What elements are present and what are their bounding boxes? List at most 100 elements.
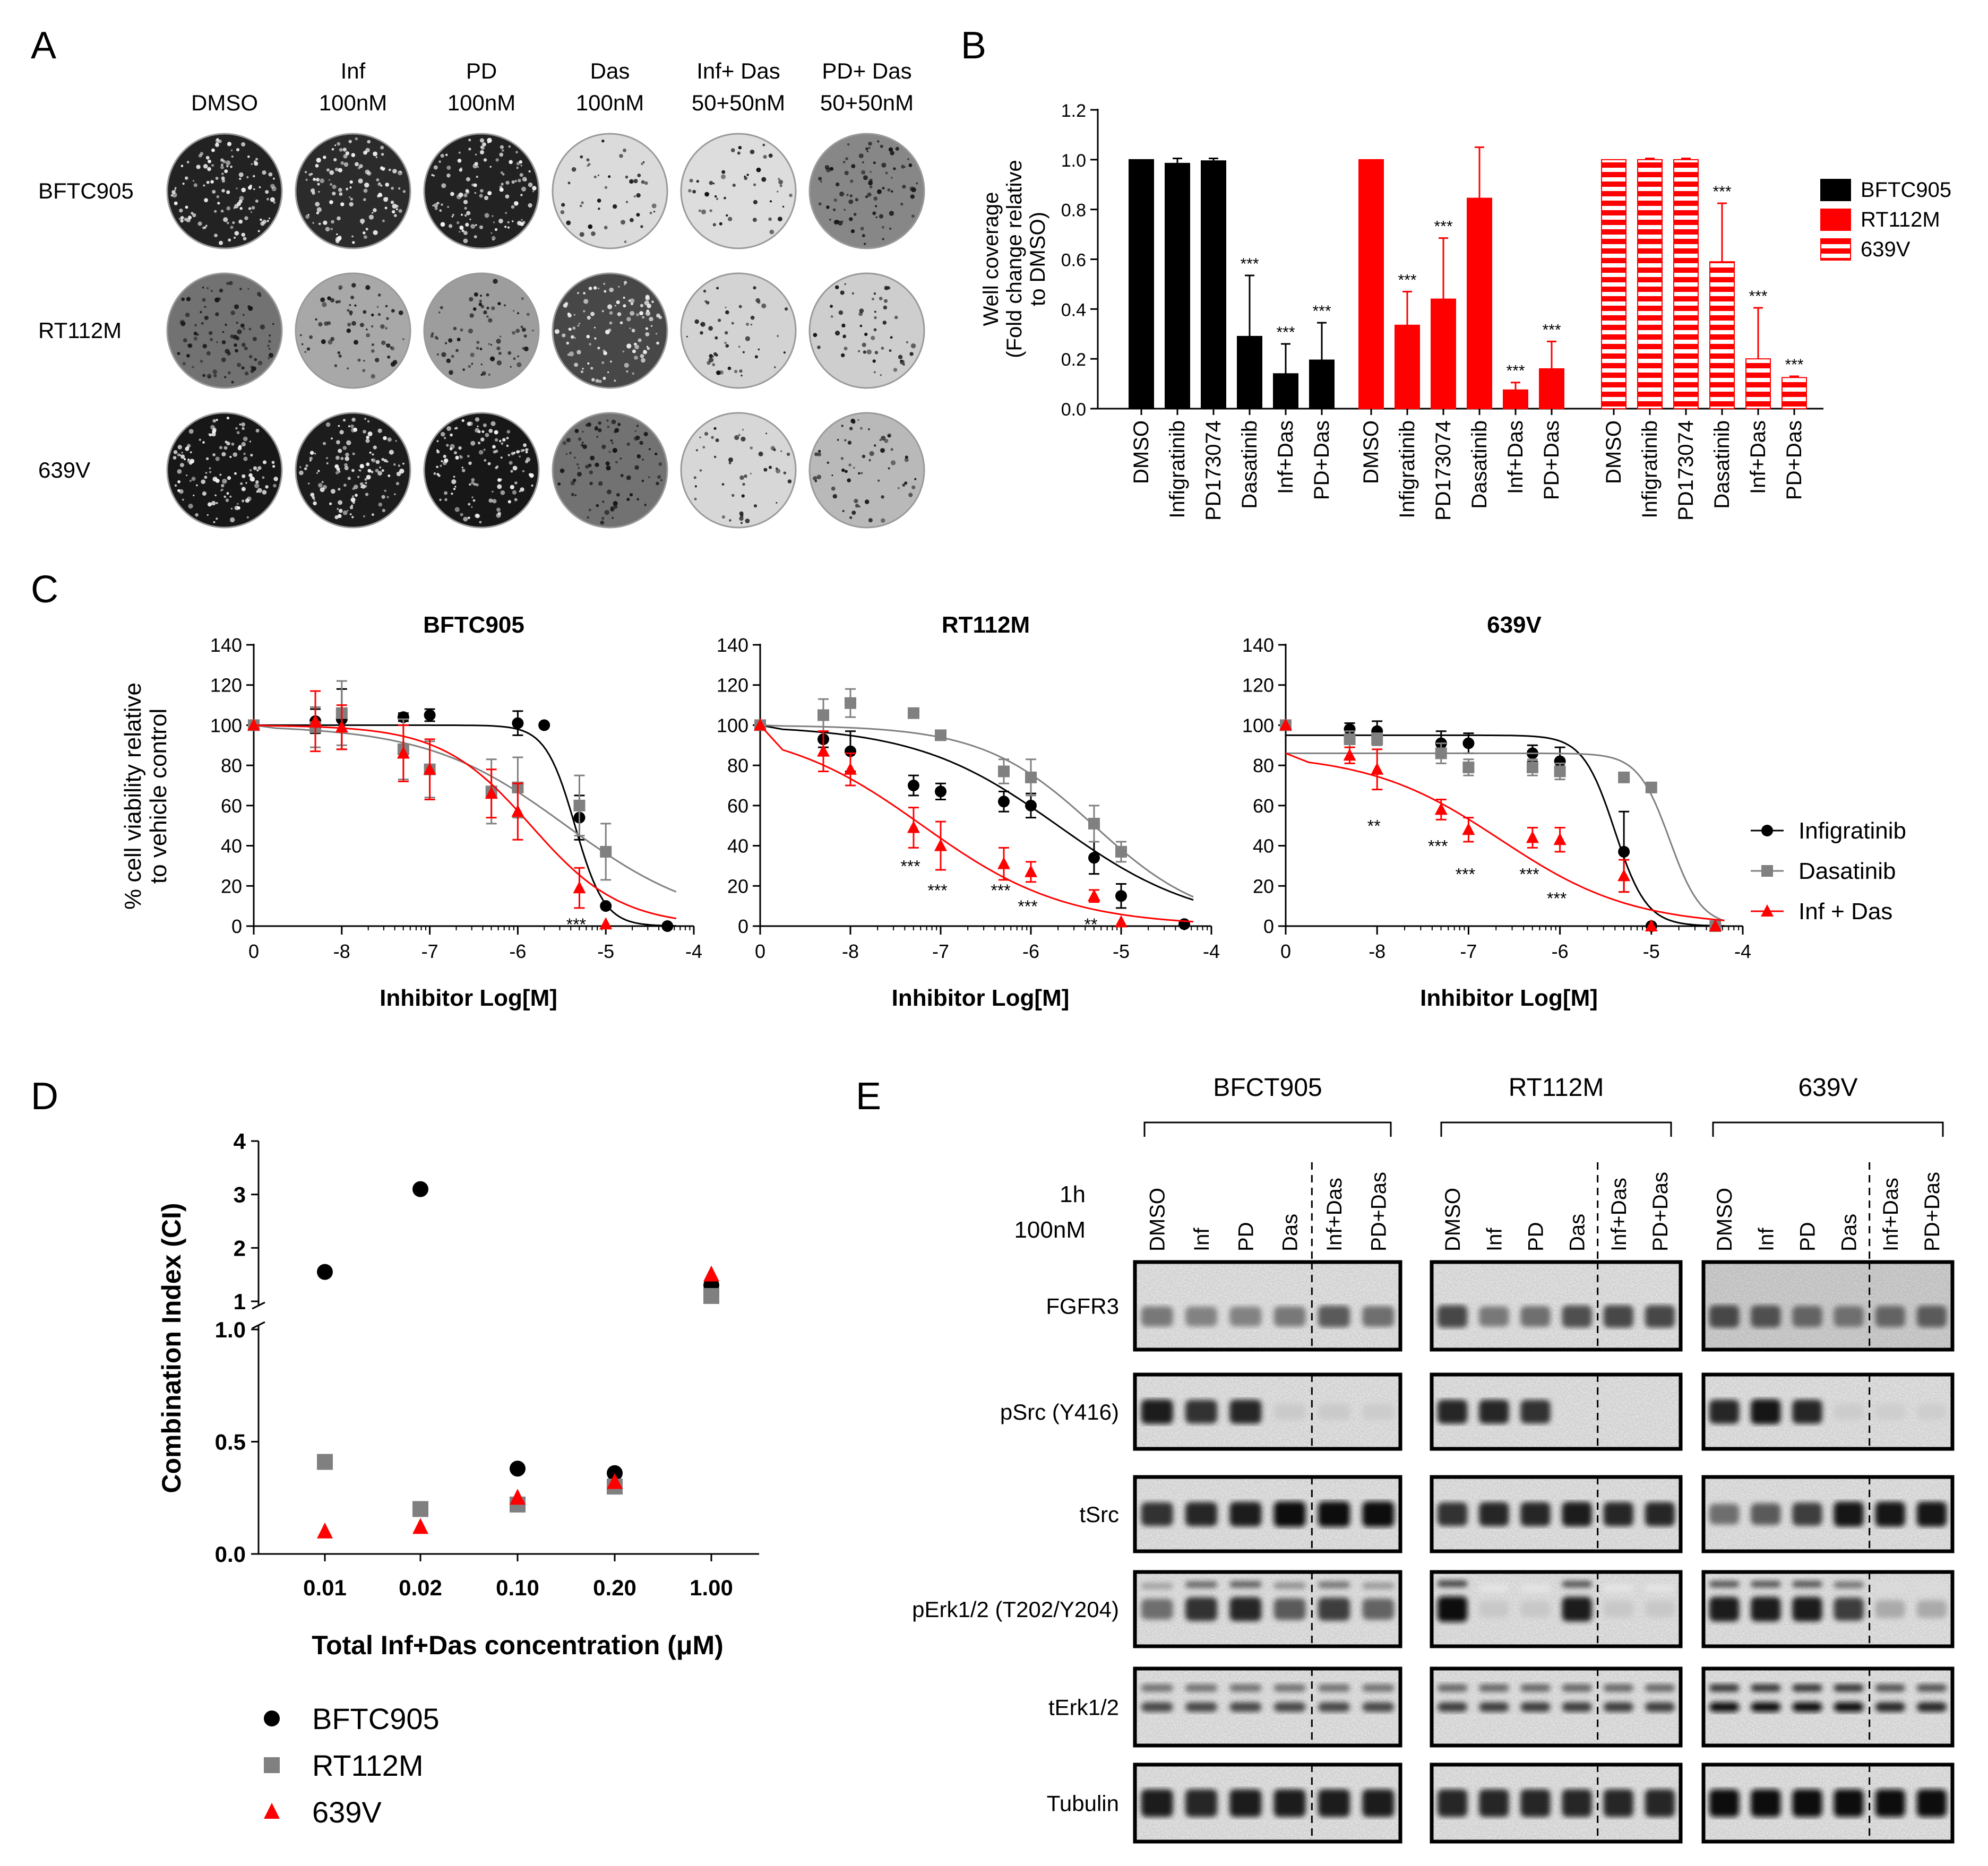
colony [384,206,388,210]
colony [753,286,756,290]
colony [189,479,192,482]
colony [212,419,217,423]
e-blot-grain [1135,1262,1400,1350]
colony [234,472,237,475]
colony [580,155,583,159]
colony [632,349,636,353]
b-bar [1165,162,1190,409]
colony [378,502,383,507]
colony [577,325,580,327]
c-fit-curve [1285,753,1725,921]
colony [845,157,848,160]
colony [754,355,758,359]
colony [188,343,193,348]
c-point-circle [512,717,524,729]
colony [595,379,599,383]
colony [398,170,403,176]
colony [315,318,317,321]
colony [337,514,342,519]
colony [468,461,472,465]
colony [521,297,524,300]
colony [338,354,342,358]
colony [340,161,345,165]
e-blot-grain [1703,1669,1952,1746]
c-x-axis-title: Inhibitor Log[M] [380,985,557,1011]
colony [818,177,822,181]
colony [768,217,772,221]
colony [614,305,616,307]
c-point-triangle [247,718,260,731]
e-band [1916,1501,1947,1527]
colony [750,149,755,154]
b-x-tick-label: Infigratinib [1166,420,1189,519]
colony [881,347,884,350]
colony [643,350,647,355]
colony [319,222,321,225]
colony [787,479,792,483]
b-legend-label: RT112M [1861,208,1940,231]
colony [492,499,497,504]
colony-plate [552,412,668,529]
c-point-triangle [573,881,586,894]
colony [890,460,896,465]
colony [183,338,187,343]
colony [699,436,701,438]
colony [588,224,593,229]
colony [202,287,204,289]
d-point-square [412,1501,428,1517]
colony [616,300,620,305]
colony [641,479,644,482]
b-significance: *** [1542,321,1561,339]
colony [349,513,352,515]
c-y-tick-label: 60 [1253,795,1274,817]
colony [453,476,455,478]
colony [444,498,447,502]
colony [238,172,244,177]
colony [495,438,498,442]
colony [487,137,492,143]
colony [448,338,453,343]
colony [315,163,319,168]
colony [392,210,395,214]
colony [334,167,339,171]
colony [186,218,191,222]
colony [365,228,368,231]
colony [317,183,320,186]
colony [208,502,212,507]
colony [246,176,249,179]
e-band [1479,1789,1509,1817]
c-y-tick-label: 120 [1242,675,1274,696]
colony [562,441,567,445]
colony [623,304,626,308]
colony [640,304,643,307]
colony [367,469,372,473]
colony [372,453,374,456]
colony [334,364,338,367]
colony [234,304,239,309]
colony [373,151,377,157]
e-band-group [1437,1305,1675,1328]
colony [395,204,399,208]
colony [472,307,477,311]
colony [601,516,605,520]
colony [349,310,353,315]
e-band [1709,1596,1740,1622]
colony [881,436,886,441]
colony [703,289,707,293]
colony [837,439,839,441]
colony [241,442,246,447]
colony [486,293,489,297]
colony [389,450,394,455]
b-significance: *** [1749,288,1767,305]
colony [197,221,202,226]
colony [571,167,576,172]
colony [253,175,255,178]
e-group-bracket [1712,1121,1944,1137]
colony [402,462,405,465]
colony [709,354,713,358]
colony [580,370,583,373]
colony [446,444,449,447]
c-x-tick-label: -4 [1203,940,1220,962]
e-band-upper [1916,1684,1947,1692]
e-band-upper [1437,1580,1468,1587]
